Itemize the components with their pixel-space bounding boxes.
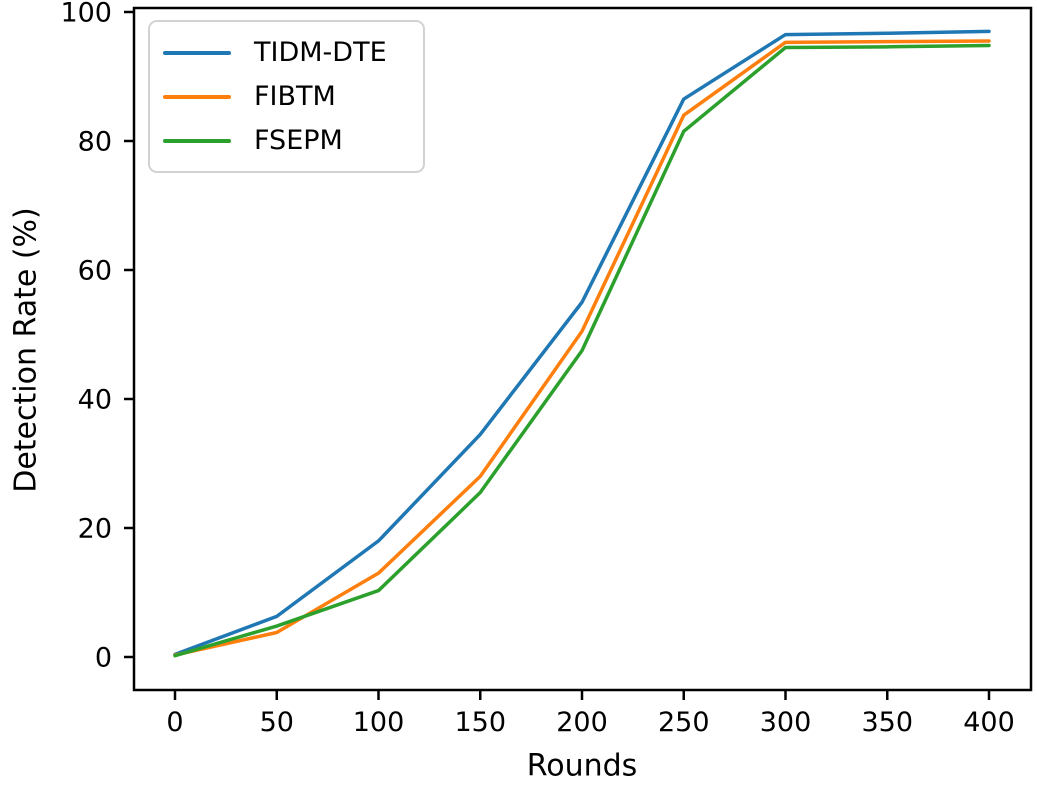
x-axis-tick-label: 150 (454, 707, 506, 738)
x-axis-title: Rounds (526, 748, 638, 784)
y-axis-tick-label: 20 (78, 514, 112, 545)
x-axis-tick-label: 100 (353, 707, 405, 738)
x-axis-tick-label: 50 (260, 707, 294, 738)
x-axis-tick-label: 200 (556, 707, 608, 738)
legend-line-swatch-fsepm (163, 138, 231, 143)
x-axis-tick-label: 300 (760, 707, 812, 738)
y-axis-tick-label: 40 (78, 385, 112, 416)
x-axis-tick-label: 350 (861, 707, 913, 738)
x-axis-tick-label: 250 (658, 707, 710, 738)
series-line-tidm-dte (173, 29, 991, 657)
legend-line-swatch-tidm-dte (163, 50, 231, 55)
y-axis-tick-label: 60 (78, 256, 112, 287)
y-axis-tick-label: 0 (95, 643, 112, 674)
y-axis-title: Detection Rate (%) (8, 207, 44, 493)
legend: TIDM-DTE FIBTM FSEPM (148, 20, 425, 173)
legend-label: FSEPM (254, 125, 343, 156)
legend-label: TIDM-DTE (254, 37, 387, 68)
legend-line-swatch-fibtm (163, 94, 231, 99)
x-axis-tick-label: 0 (166, 707, 183, 738)
y-axis-tick-label: 80 (78, 127, 112, 158)
legend-item-fsepm: FSEPM (163, 127, 423, 154)
legend-item-fibtm: FIBTM (163, 83, 423, 110)
legend-label: FIBTM (254, 81, 336, 112)
y-axis-tick-label: 100 (60, 0, 112, 29)
x-axis-tick-label: 400 (963, 707, 1015, 738)
series-line-fsepm (173, 43, 991, 658)
legend-item-tidm-dte: TIDM-DTE (163, 39, 423, 66)
